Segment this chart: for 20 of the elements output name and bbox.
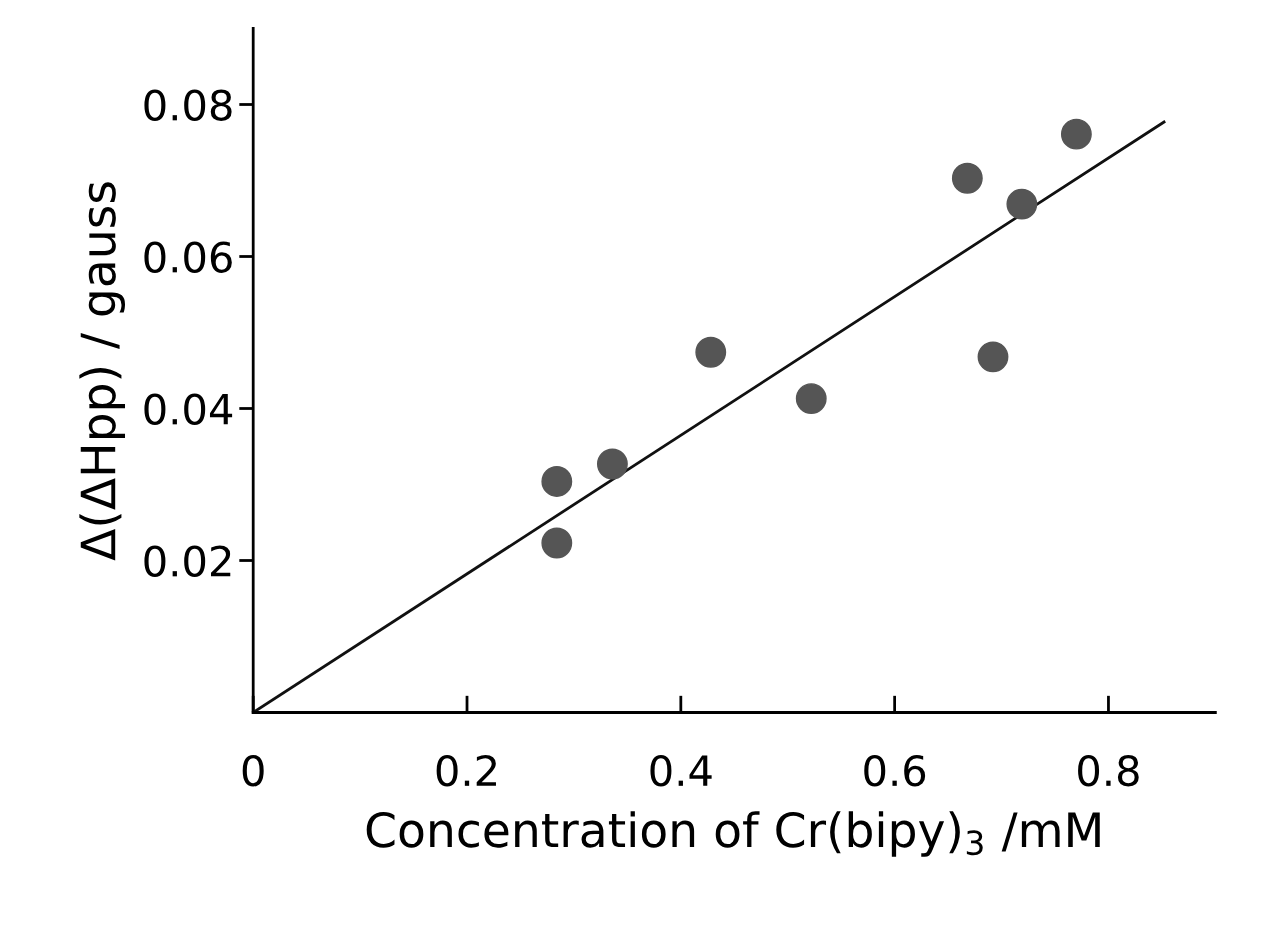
point: [977, 341, 1009, 373]
y-axis-title: Δ(ΔHpp) / gauss: [79, 182, 126, 561]
point: [541, 527, 573, 559]
x-tick-label: 0.6: [864, 754, 926, 787]
y-tick-label: 0.04: [144, 393, 233, 425]
point: [541, 466, 573, 497]
x-tick-label: 0: [242, 754, 264, 787]
point: [596, 448, 628, 480]
y-tick-label: 0.08: [144, 89, 232, 121]
point: [695, 336, 727, 368]
y-tick-label: 0.02: [144, 545, 231, 577]
point: [951, 162, 983, 194]
x-axis-title: Concentration of Cr(bipy)$_{3}$ /mM: [366, 811, 1100, 857]
point: [795, 383, 827, 415]
y-tick-label: 0.06: [144, 241, 232, 273]
x-tick-label: 0.8: [1078, 754, 1139, 787]
x-tick-label: 0.4: [650, 754, 712, 787]
point: [1060, 118, 1092, 150]
x-tick-label: 0.2: [436, 754, 496, 787]
point: [1006, 188, 1038, 220]
